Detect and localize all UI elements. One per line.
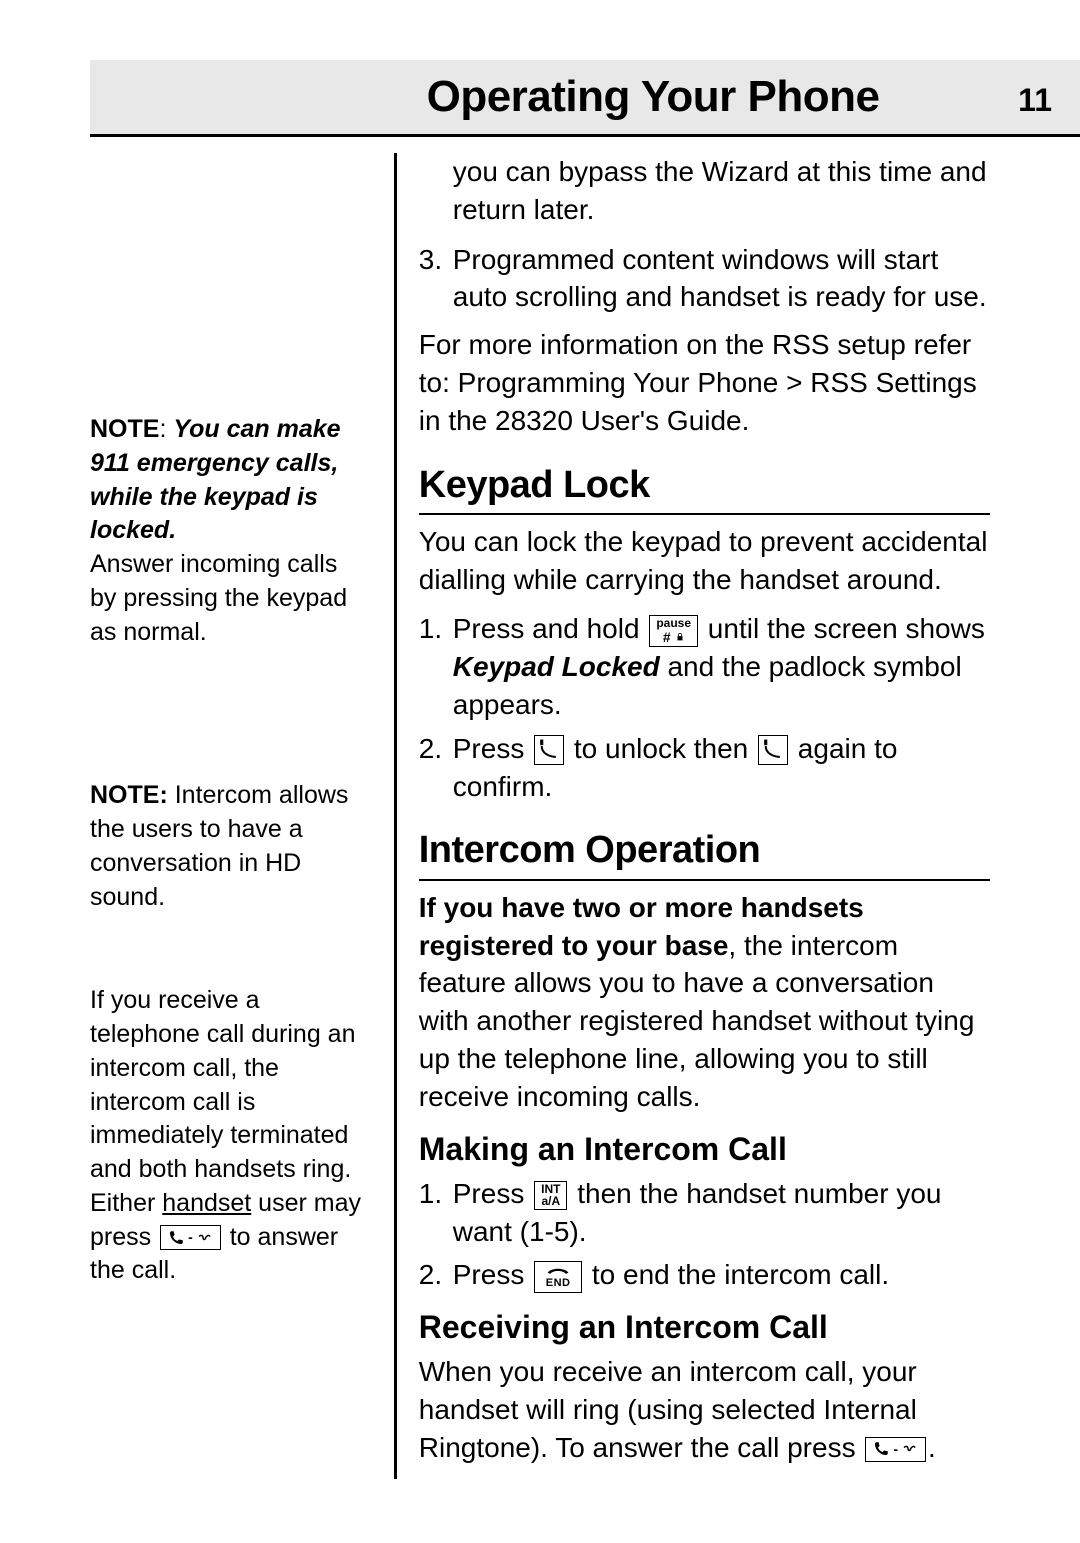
sidebar-note-hd: NOTE: Intercom allows the users to have … xyxy=(90,779,366,914)
sidebar: NOTE: You can make 911 emergency calls, … xyxy=(90,153,366,1479)
note-text-a: If you receive a telephone call during a… xyxy=(90,986,355,1217)
keypad-lock-steps: Press and hold pause# until the screen s… xyxy=(419,610,990,805)
text: to end the intercom call. xyxy=(584,1259,889,1290)
making-call-steps: Press INTa/A then the handset number you… xyxy=(419,1175,990,1294)
section-title-intercom: Intercom Operation xyxy=(419,825,990,880)
keypad-lock-step-2: Press to unlock then again to confirm. xyxy=(419,730,990,806)
text: . xyxy=(928,1432,936,1463)
section-title-keypad-lock: Keypad Lock xyxy=(419,460,990,515)
intercom-intro: If you have two or more handsets registe… xyxy=(419,889,990,1116)
keypad-lock-intro: You can lock the keypad to prevent accid… xyxy=(419,523,990,599)
pound-key-icon: pause# xyxy=(649,615,698,646)
header-inner: Operating Your Phone 11 xyxy=(427,72,1080,122)
rss-info: For more information on the RSS setup re… xyxy=(419,326,990,439)
sidebar-note-emergency: NOTE: You can make 911 emergency calls, … xyxy=(90,413,366,649)
text: until the screen shows xyxy=(700,613,985,644)
wizard-steps-continued: Programmed content windows will start au… xyxy=(419,241,990,317)
wizard-step-3: Programmed content windows will start au… xyxy=(419,241,990,317)
keypad-lock-step-1: Press and hold pause# until the screen s… xyxy=(419,610,990,723)
end-key-icon: END xyxy=(534,1261,582,1293)
softkey-icon xyxy=(534,735,564,765)
int-key-icon: INTa/A xyxy=(534,1181,567,1210)
note-underline: handset xyxy=(162,1189,251,1217)
intro-continuation: you can bypass the Wizard at this time a… xyxy=(419,153,990,229)
main-content: you can bypass the Wizard at this time a… xyxy=(394,153,990,1479)
talk-key-icon: - xyxy=(160,1225,221,1250)
subsection-receiving-call: Receiving an Intercom Call xyxy=(419,1306,990,1349)
text: Press xyxy=(453,1178,532,1209)
note-body: Answer incoming calls by pressing the ke… xyxy=(90,550,347,646)
page-number: 11 xyxy=(1018,82,1052,119)
subsection-making-call: Making an Intercom Call xyxy=(419,1128,990,1171)
text: Press and hold xyxy=(453,613,648,644)
making-call-step-2: Press END to end the intercom call. xyxy=(419,1256,990,1294)
receiving-call-text: When you receive an intercom call, your … xyxy=(419,1353,990,1466)
note-colon: : xyxy=(159,415,173,443)
note-label: NOTE xyxy=(90,415,159,443)
note-label: NOTE: xyxy=(90,781,168,809)
sidebar-note-incoming: If you receive a telephone call during a… xyxy=(90,984,366,1288)
content-columns: NOTE: You can make 911 emergency calls, … xyxy=(90,153,990,1479)
softkey-icon xyxy=(758,735,788,765)
keypad-locked-label: Keypad Locked xyxy=(453,651,660,682)
text: to unlock then xyxy=(566,733,756,764)
text: Press xyxy=(453,1259,532,1290)
making-call-step-1: Press INTa/A then the handset number you… xyxy=(419,1175,990,1251)
header-title: Operating Your Phone xyxy=(427,72,880,122)
page-header: Operating Your Phone 11 xyxy=(90,60,1080,137)
text: Press xyxy=(453,733,532,764)
text: When you receive an intercom call, your … xyxy=(419,1356,917,1463)
talk-key-icon: - xyxy=(865,1437,926,1462)
